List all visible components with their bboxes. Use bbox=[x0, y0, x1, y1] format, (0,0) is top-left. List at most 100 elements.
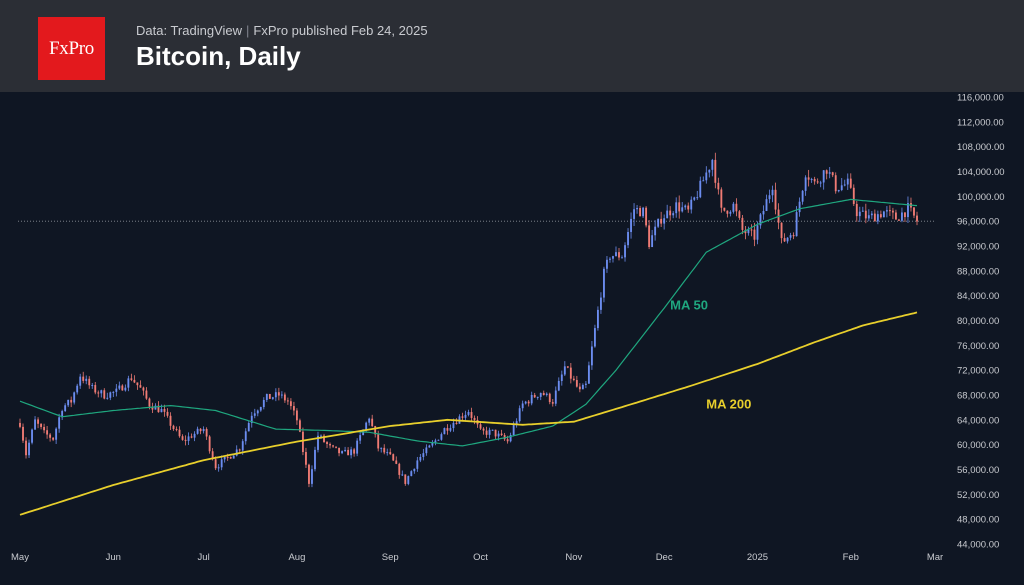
candle-body bbox=[437, 439, 440, 441]
candle bbox=[178, 426, 181, 438]
candle-body bbox=[684, 205, 687, 208]
candle-body bbox=[639, 207, 642, 217]
candle-body bbox=[575, 380, 578, 387]
candle bbox=[292, 401, 295, 416]
candle bbox=[464, 410, 467, 422]
candle bbox=[741, 214, 744, 235]
candle bbox=[738, 210, 741, 220]
candle-body bbox=[747, 229, 750, 234]
candle bbox=[437, 439, 440, 441]
data-source-label: Data: TradingView bbox=[136, 23, 242, 38]
candle bbox=[819, 180, 822, 188]
candle-body bbox=[584, 383, 587, 385]
candle bbox=[317, 431, 319, 453]
candle-body bbox=[404, 474, 407, 484]
candle-body bbox=[461, 416, 464, 418]
candle bbox=[383, 444, 386, 455]
candle bbox=[711, 158, 714, 177]
y-tick-label: 60,000.00 bbox=[957, 440, 999, 451]
candle-body bbox=[350, 449, 353, 456]
candle bbox=[434, 438, 437, 446]
candle bbox=[94, 381, 97, 395]
candle bbox=[380, 447, 383, 453]
candle-body bbox=[666, 210, 669, 219]
candle-body bbox=[67, 399, 70, 406]
candle bbox=[485, 426, 488, 438]
candle-body bbox=[723, 207, 726, 211]
candle bbox=[88, 376, 91, 389]
candle-body bbox=[645, 207, 648, 226]
candle-body bbox=[58, 417, 61, 429]
candle bbox=[217, 464, 220, 472]
candle-body bbox=[729, 211, 732, 214]
candle-body bbox=[401, 474, 404, 476]
candle-body bbox=[738, 211, 741, 218]
candle bbox=[136, 382, 139, 390]
candle bbox=[202, 426, 205, 434]
candle-body bbox=[834, 175, 837, 192]
candle-body bbox=[335, 446, 337, 448]
candle-body bbox=[190, 436, 193, 438]
moving-averages bbox=[19, 198, 918, 516]
x-tick-label: Aug bbox=[288, 552, 305, 563]
candle bbox=[581, 383, 584, 390]
candle-body bbox=[371, 418, 374, 427]
candle-body bbox=[175, 429, 178, 431]
candle-body bbox=[274, 392, 277, 398]
candle bbox=[431, 440, 434, 448]
candle bbox=[681, 202, 684, 213]
candle-body bbox=[521, 403, 524, 409]
candle-body bbox=[482, 428, 485, 431]
y-tick-label: 92,000.00 bbox=[957, 242, 999, 253]
candle-body bbox=[253, 413, 256, 416]
candle-body bbox=[888, 210, 891, 212]
candle bbox=[19, 418, 21, 429]
candle-body bbox=[37, 419, 39, 424]
candle bbox=[344, 446, 347, 452]
candle-body bbox=[690, 199, 693, 210]
candle bbox=[762, 205, 765, 220]
candle-body bbox=[112, 391, 115, 393]
y-tick-label: 112,000.00 bbox=[957, 117, 1004, 128]
candle-body bbox=[810, 179, 813, 181]
candle bbox=[262, 397, 265, 410]
candle bbox=[82, 371, 85, 384]
candle bbox=[840, 177, 843, 192]
candle bbox=[491, 429, 494, 431]
candle-body bbox=[217, 467, 220, 469]
candle-body bbox=[804, 177, 807, 191]
candle-body bbox=[280, 394, 283, 396]
y-tick-label: 52,000.00 bbox=[957, 490, 999, 501]
candle-body bbox=[374, 426, 377, 435]
candle bbox=[347, 447, 350, 456]
candle-body bbox=[849, 178, 852, 188]
candle bbox=[765, 194, 768, 212]
candle bbox=[205, 427, 208, 440]
candle-body bbox=[651, 235, 654, 248]
price-axis: 44,000.00 48,000.00 52,000.00 56,000.00 60,0… bbox=[957, 93, 1005, 551]
candle-body bbox=[19, 422, 21, 427]
candle bbox=[329, 442, 331, 449]
y-tick-label: 64,000.00 bbox=[957, 415, 999, 426]
candle bbox=[31, 428, 33, 445]
candle bbox=[774, 182, 777, 215]
candle bbox=[618, 247, 620, 261]
header-bar: FxPro Data: TradingView | FxPro published … bbox=[0, 0, 1024, 92]
candle-body bbox=[831, 172, 834, 176]
candle-body bbox=[443, 428, 446, 435]
candle-body bbox=[259, 407, 262, 411]
candle bbox=[913, 207, 915, 219]
candle bbox=[323, 433, 325, 443]
candle bbox=[825, 169, 828, 180]
candle-body bbox=[268, 393, 271, 399]
candle-body bbox=[247, 422, 250, 432]
candle-body bbox=[323, 435, 325, 443]
candle bbox=[816, 178, 819, 184]
candle-body bbox=[491, 429, 494, 431]
candle-body bbox=[416, 460, 419, 469]
candle-body bbox=[581, 384, 584, 390]
candle-body bbox=[783, 238, 786, 242]
candle-body bbox=[100, 390, 103, 394]
y-tick-label: 96,000.00 bbox=[957, 217, 999, 228]
candle-body bbox=[876, 214, 879, 222]
